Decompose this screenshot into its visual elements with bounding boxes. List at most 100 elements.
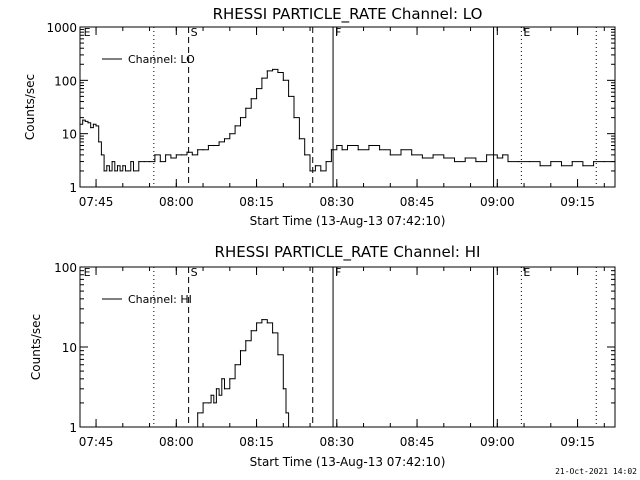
- data-point: [90, 126, 92, 129]
- x-axis-label: Start Time (13-Aug-13 07:42:10): [250, 455, 446, 469]
- x-tick-label: 07:45: [79, 435, 114, 449]
- x-tick-label: 08:00: [159, 195, 194, 209]
- data-point: [330, 149, 333, 151]
- data-point: [106, 165, 108, 167]
- data-point: [119, 170, 121, 172]
- data-point: [255, 87, 258, 90]
- data-point: [309, 170, 311, 172]
- series-line: [80, 68, 615, 172]
- data-point: [239, 350, 242, 352]
- data-point: [223, 138, 226, 140]
- x-tick-label: 08:45: [400, 195, 435, 209]
- data-point: [116, 165, 119, 167]
- data-point: [453, 160, 456, 163]
- data-point: [507, 160, 509, 163]
- data-point: [111, 160, 113, 163]
- event-marker-label: F: [335, 266, 341, 279]
- x-tick-label: 09:15: [560, 435, 595, 449]
- data-point: [191, 154, 193, 156]
- x-tick-label: 08:45: [400, 435, 435, 449]
- data-point: [148, 160, 151, 163]
- data-point: [186, 151, 188, 153]
- data-point: [502, 154, 504, 156]
- data-point: [336, 144, 338, 147]
- x-tick-label: 07:45: [79, 195, 114, 209]
- plot-frame: [79, 266, 616, 428]
- data-point: [82, 119, 84, 121]
- data-point: [202, 402, 204, 404]
- data-point: [165, 154, 167, 156]
- legend-label: Channel: HI: [128, 293, 192, 306]
- event-marker-label: F: [335, 26, 341, 39]
- data-point: [92, 123, 94, 125]
- series-line: [195, 319, 290, 428]
- data-point: [288, 426, 290, 428]
- x-tick-label: 08:30: [320, 435, 355, 449]
- data-point: [223, 388, 226, 390]
- data-point: [202, 149, 204, 151]
- data-point: [496, 157, 498, 159]
- data-point: [245, 107, 247, 109]
- data-point: [379, 149, 381, 151]
- data-point: [560, 165, 563, 167]
- data-point: [213, 402, 215, 404]
- y-tick-label: 1: [69, 421, 77, 435]
- chart-title: RHESSI PARTICLE_RATE Channel: LO: [213, 5, 483, 24]
- y-axis-label: Counts/sec: [23, 74, 37, 140]
- event-marker-label: E: [523, 26, 530, 39]
- data-point: [218, 141, 220, 143]
- data-point: [103, 170, 105, 172]
- data-point: [250, 98, 252, 100]
- data-point: [593, 160, 595, 163]
- data-point: [234, 125, 236, 127]
- data-point: [272, 332, 274, 334]
- data-point: [229, 133, 231, 135]
- data-point: [539, 165, 541, 167]
- data-point: [518, 160, 520, 163]
- data-point: [234, 364, 236, 366]
- data-point: [154, 154, 156, 156]
- data-point: [229, 378, 231, 380]
- data-point: [486, 154, 488, 156]
- data-point: [298, 138, 300, 140]
- data-point: [210, 394, 212, 396]
- data-point: [261, 319, 263, 321]
- data-point: [250, 330, 252, 332]
- data-point: [84, 120, 86, 122]
- data-point: [293, 117, 295, 119]
- data-point: [143, 160, 145, 163]
- y-tick-label: 100: [54, 74, 77, 88]
- data-point: [138, 160, 140, 163]
- data-point: [218, 394, 220, 396]
- data-point: [175, 154, 177, 156]
- y-tick-label: 100: [54, 261, 77, 275]
- x-tick-label: 09:00: [480, 435, 515, 449]
- data-point: [550, 160, 552, 163]
- data-point: [100, 154, 102, 156]
- data-point: [341, 149, 343, 151]
- event-marker-label: S: [191, 266, 198, 279]
- data-point: [346, 144, 349, 147]
- data-point: [159, 160, 161, 163]
- data-point: [285, 412, 287, 414]
- data-point: [181, 154, 183, 156]
- data-point: [95, 125, 97, 127]
- data-point: [571, 160, 573, 163]
- data-point: [282, 79, 284, 81]
- data-point: [582, 165, 584, 167]
- x-tick-label: 08:00: [159, 435, 194, 449]
- data-point: [368, 144, 370, 147]
- data-point: [114, 170, 116, 172]
- data-point: [314, 165, 316, 167]
- data-point: [443, 157, 445, 159]
- data-point: [207, 144, 209, 147]
- timestamp: 21-Oct-2021 14:02: [555, 467, 637, 476]
- x-tick-label: 08:15: [239, 435, 274, 449]
- data-point: [614, 160, 616, 163]
- x-tick-label: 08:15: [239, 195, 274, 209]
- data-point: [272, 68, 274, 71]
- x-tick-label: 09:00: [480, 195, 515, 209]
- data-point: [288, 95, 290, 97]
- data-point: [475, 160, 477, 163]
